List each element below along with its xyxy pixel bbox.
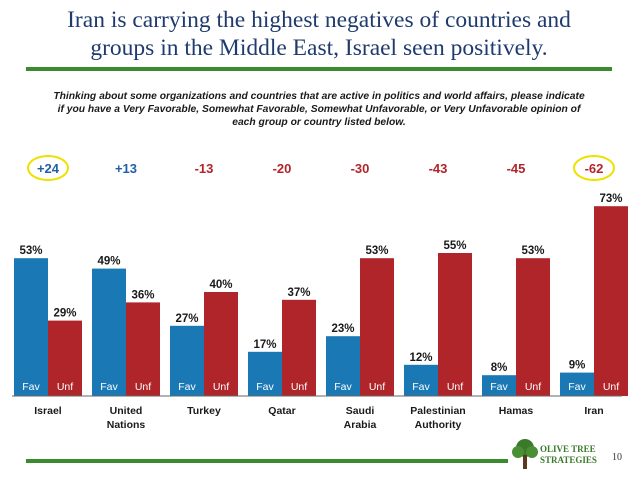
bar-fav-hamas [482, 375, 516, 396]
category-label-israel: Israel [34, 405, 62, 417]
bar-unf-turkey [204, 292, 238, 396]
series-tag-unf-israel: Unf [57, 381, 73, 393]
value-label-fav-turkey: 27% [175, 313, 198, 325]
value-label-fav-hamas: 8% [491, 362, 508, 374]
page-number: 10 [612, 452, 622, 463]
category-label-saudi-arabia: Arabia [344, 419, 377, 431]
net-score-israel: +24 [37, 161, 60, 176]
survey-question: Thinking about some organizations and co… [53, 91, 585, 128]
series-tag-fav-hamas: Fav [490, 381, 508, 393]
bar-unf-iran [594, 206, 628, 396]
series-tag-fav-iran: Fav [568, 381, 586, 393]
bar-fav-united-nations [92, 268, 126, 396]
value-label-unf-israel: 29% [53, 308, 76, 320]
title-line-2: groups in the Middle East, Israel seen p… [90, 35, 548, 61]
value-label-unf-turkey: 40% [209, 279, 232, 291]
category-label-united-nations: United [110, 405, 143, 417]
category-label-palestinian-authority: Palestinian [410, 405, 465, 417]
series-tag-unf-turkey: Unf [213, 381, 229, 393]
net-highlight-circle-israel [27, 155, 69, 181]
category-label-hamas: Hamas [499, 405, 534, 417]
series-tag-fav-turkey: Fav [178, 381, 196, 393]
series-tag-fav-palestinian-authority: Fav [412, 381, 430, 393]
title-line-1: Iran is carrying the highest negatives o… [67, 7, 571, 33]
bar-fav-turkey [170, 325, 204, 396]
series-tag-fav-united-nations: Fav [100, 381, 118, 393]
value-label-fav-saudi-arabia: 23% [331, 323, 354, 335]
bottom-divider [26, 459, 508, 463]
bar-unf-israel [48, 320, 82, 396]
series-tag-unf-united-nations: Unf [135, 381, 151, 393]
net-score-hamas: -45 [507, 161, 526, 176]
logo-text: OLIVE TREE STRATEGIES [540, 444, 597, 466]
value-label-unf-hamas: 53% [521, 245, 544, 257]
value-label-unf-qatar: 37% [287, 287, 310, 299]
bar-fav-palestinian-authority [404, 364, 438, 396]
net-score-palestinian-authority: -43 [429, 161, 448, 176]
bar-unf-united-nations [126, 302, 160, 396]
page-title: Iran is carrying the highest negatives o… [0, 6, 638, 62]
net-highlight-circle-iran [573, 155, 615, 181]
net-score-iran: -62 [585, 161, 604, 176]
value-label-unf-united-nations: 36% [131, 289, 154, 301]
logo-line-2: STRATEGIES [540, 455, 597, 465]
value-label-unf-palestinian-authority: 55% [443, 240, 466, 252]
bar-unf-qatar [282, 299, 316, 396]
category-label-iran: Iran [584, 405, 603, 417]
value-label-fav-qatar: 17% [253, 339, 276, 351]
value-label-unf-saudi-arabia: 53% [365, 245, 388, 257]
series-tag-fav-israel: Fav [22, 381, 40, 393]
value-label-fav-palestinian-authority: 12% [409, 352, 432, 364]
series-tag-fav-qatar: Fav [256, 381, 274, 393]
net-score-saudi-arabia: -30 [351, 161, 370, 176]
net-score-turkey: -13 [195, 161, 214, 176]
bar-fav-iran [560, 372, 594, 396]
value-label-unf-iran: 73% [599, 193, 622, 205]
series-tag-unf-palestinian-authority: Unf [447, 381, 463, 393]
bar-unf-saudi-arabia [360, 258, 394, 396]
bar-unf-palestinian-authority [438, 253, 472, 396]
olive-tree-icon [512, 439, 538, 469]
bar-fav-israel [14, 258, 48, 396]
category-label-united-nations: Nations [107, 419, 146, 431]
top-divider [26, 67, 612, 71]
series-tag-unf-hamas: Unf [525, 381, 541, 393]
value-label-fav-israel: 53% [19, 245, 42, 257]
category-label-saudi-arabia: Saudi [346, 405, 375, 417]
logo-line-1: OLIVE TREE [540, 444, 596, 454]
series-tag-fav-saudi-arabia: Fav [334, 381, 352, 393]
net-score-united-nations: +13 [115, 161, 137, 176]
bar-fav-saudi-arabia [326, 336, 360, 396]
bar-unf-hamas [516, 258, 550, 396]
value-label-fav-iran: 9% [569, 360, 586, 372]
net-score-qatar: -20 [273, 161, 292, 176]
category-label-turkey: Turkey [187, 405, 221, 417]
series-tag-unf-saudi-arabia: Unf [369, 381, 385, 393]
value-label-fav-united-nations: 49% [97, 256, 120, 268]
series-tag-unf-iran: Unf [603, 381, 619, 393]
bar-fav-qatar [248, 351, 282, 396]
category-label-qatar: Qatar [268, 405, 295, 417]
series-tag-unf-qatar: Unf [291, 381, 307, 393]
category-label-palestinian-authority: Authority [415, 419, 462, 431]
